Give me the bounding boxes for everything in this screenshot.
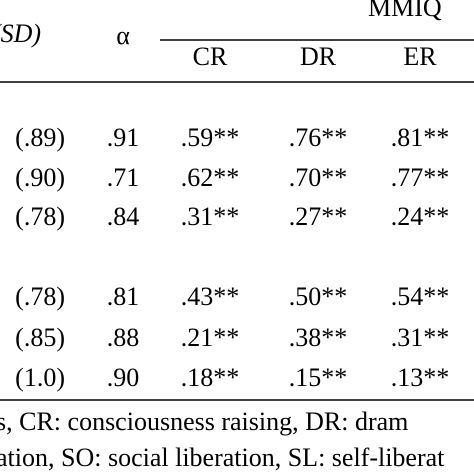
row-value: .54** xyxy=(391,282,450,311)
row-value: .81** xyxy=(391,123,450,152)
row-value: .77** xyxy=(391,163,450,192)
row-value: .43** xyxy=(181,282,240,311)
column-header: CR xyxy=(193,42,228,71)
row-value: .24** xyxy=(391,202,450,231)
row-value: .21** xyxy=(181,323,240,352)
row-sd: (.90) xyxy=(15,163,65,192)
row-alpha: .90 xyxy=(107,363,140,392)
row-value: .13** xyxy=(391,363,450,392)
row-value: .31** xyxy=(181,202,240,231)
row-value: .27** xyxy=(289,202,348,231)
row-sd: (.89) xyxy=(15,123,65,152)
row-alpha: .91 xyxy=(107,123,140,152)
row-value: .38** xyxy=(289,323,348,352)
row-sd: (.78) xyxy=(15,202,65,231)
footnote-line: s, CR: consciousness raising, DR: dram xyxy=(0,407,408,436)
row-alpha: .71 xyxy=(107,163,140,192)
row-sd: (.78) xyxy=(15,282,65,311)
header-alpha: α xyxy=(116,21,130,50)
row-alpha: .81 xyxy=(107,282,140,311)
column-header: DR xyxy=(300,42,337,71)
footnote-line: ation, SO: social liberation, SL: self-l… xyxy=(0,443,445,472)
row-value: .31** xyxy=(391,323,450,352)
row-alpha: .88 xyxy=(107,323,140,352)
header-left: (SD) xyxy=(0,19,41,48)
row-value: .59** xyxy=(181,123,240,152)
row-value: .50** xyxy=(289,282,348,311)
column-header: ER xyxy=(403,42,437,71)
row-sd: (1.0) xyxy=(15,363,65,392)
row-sd: (.85) xyxy=(15,323,65,352)
header-group: MMIQ xyxy=(368,0,442,22)
row-alpha: .84 xyxy=(107,202,140,231)
row-value: .15** xyxy=(289,363,348,392)
row-value: .76** xyxy=(289,123,348,152)
row-value: .18** xyxy=(181,363,240,392)
row-value: .70** xyxy=(289,163,348,192)
row-value: .62** xyxy=(181,163,240,192)
